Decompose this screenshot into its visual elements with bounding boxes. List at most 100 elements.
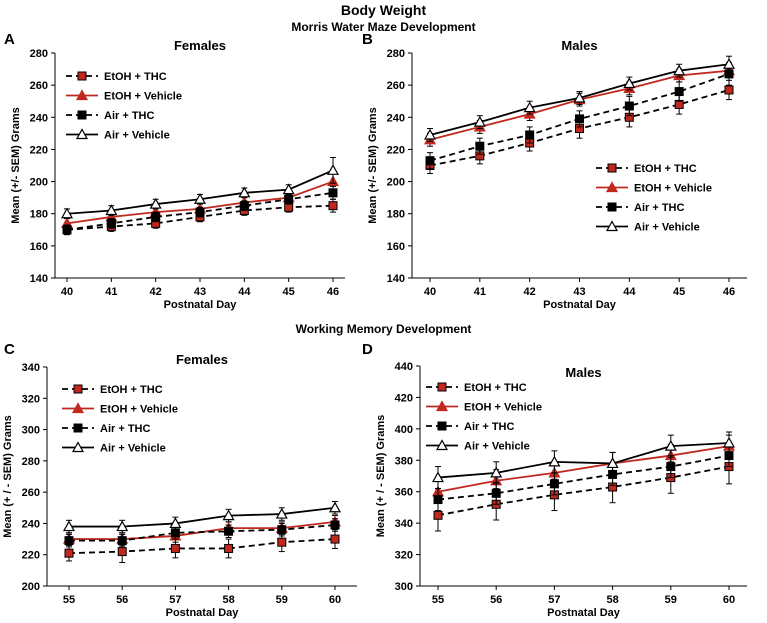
x-tick-label-b: 45 bbox=[673, 286, 685, 298]
chart-title-b: Males bbox=[561, 38, 597, 53]
legend-label-a-air-vehicle: Air + Vehicle bbox=[104, 130, 170, 142]
y-tick-label-a: 260 bbox=[30, 80, 48, 92]
data-point-c-etoh-thc bbox=[330, 534, 340, 544]
y-tick-label-d: 420 bbox=[395, 392, 413, 404]
y-tick-label-b: 200 bbox=[387, 177, 405, 189]
y-tick-label-a: 280 bbox=[30, 48, 48, 60]
data-point-a-air-thc bbox=[239, 201, 249, 211]
series-line-d-etoh-vehicle bbox=[437, 445, 730, 493]
legend-label-c-air-thc: Air + THC bbox=[100, 423, 150, 435]
data-point-d-air-thc bbox=[433, 495, 443, 505]
legend-marker-b-air-vehicle bbox=[605, 220, 619, 232]
data-point-c-air-thc bbox=[277, 525, 287, 535]
y-tick-label-a: 160 bbox=[30, 241, 48, 253]
x-tick-label-b: 42 bbox=[524, 286, 536, 298]
x-tick-label-a: 41 bbox=[105, 286, 117, 298]
legend-label-a-etoh-vehicle: EtOH + Vehicle bbox=[104, 91, 182, 103]
y-tick-label-b: 280 bbox=[387, 48, 405, 60]
x-tick-label-d: 55 bbox=[432, 594, 444, 606]
data-point-c-etoh-thc bbox=[224, 543, 234, 553]
legend-marker-d-etoh-thc bbox=[437, 382, 447, 392]
x-tick-label-c: 55 bbox=[63, 594, 75, 606]
data-point-a-air-thc bbox=[195, 207, 205, 217]
y-tick-label-a: 220 bbox=[30, 144, 48, 156]
legend-label-c-etoh-thc: EtOH + THC bbox=[100, 384, 163, 396]
data-point-b-air-thc bbox=[674, 87, 684, 97]
y-tick-label-d: 380 bbox=[395, 455, 413, 467]
data-point-c-air-vehicle bbox=[169, 517, 182, 529]
x-tick-label-b: 46 bbox=[723, 286, 735, 298]
data-point-c-etoh-thc bbox=[64, 548, 74, 558]
y-axis-label-a: Mean (+/- SEM) Grams bbox=[10, 107, 22, 223]
y-tick-label-d: 400 bbox=[395, 424, 413, 436]
y-tick-label-b: 240 bbox=[387, 112, 405, 124]
series-line-d-air-thc bbox=[437, 454, 730, 501]
legend-label-b-etoh-thc: EtOH + THC bbox=[634, 163, 697, 175]
data-point-b-etoh-thc bbox=[724, 85, 734, 95]
series-line-c-etoh-thc bbox=[68, 538, 336, 555]
legend-marker-c-etoh-thc bbox=[73, 384, 83, 394]
data-point-d-air-vehicle bbox=[490, 466, 503, 478]
x-axis-label-c: Postnatal Day bbox=[166, 607, 240, 619]
x-tick-label-a: 42 bbox=[150, 286, 162, 298]
data-point-b-air-vehicle bbox=[473, 115, 486, 127]
x-tick-label-c: 60 bbox=[329, 594, 341, 606]
x-tick-label-d: 56 bbox=[490, 594, 502, 606]
y-tick-label-c: 200 bbox=[22, 581, 40, 593]
x-tick-label-c: 57 bbox=[169, 594, 181, 606]
data-point-c-etoh-thc bbox=[117, 547, 127, 557]
data-point-a-air-vehicle bbox=[326, 164, 340, 175]
legend-label-d-etoh-vehicle: EtOH + Vehicle bbox=[464, 402, 542, 414]
data-point-a-air-vehicle bbox=[193, 193, 207, 204]
data-point-c-air-vehicle bbox=[275, 507, 288, 519]
legend-marker-c-air-thc bbox=[73, 423, 83, 433]
y-tick-label-b: 220 bbox=[387, 144, 405, 156]
data-point-c-etoh-thc bbox=[170, 543, 180, 553]
y-tick-label-a: 200 bbox=[30, 177, 48, 189]
x-tick-label-d: 57 bbox=[548, 594, 560, 606]
legend-label-b-etoh-vehicle: EtOH + Vehicle bbox=[634, 183, 712, 195]
data-point-b-air-vehicle bbox=[623, 77, 636, 89]
y-tick-label-b: 140 bbox=[387, 273, 405, 285]
data-point-b-air-thc bbox=[624, 101, 634, 111]
data-point-c-air-vehicle bbox=[116, 520, 129, 532]
data-point-b-air-vehicle bbox=[523, 101, 536, 113]
data-point-c-air-thc bbox=[224, 526, 234, 536]
data-point-b-air-thc bbox=[525, 130, 535, 140]
legend-marker-d-air-vehicle bbox=[435, 439, 449, 451]
y-tick-label-a: 140 bbox=[30, 273, 48, 285]
data-point-d-etoh-thc bbox=[433, 510, 443, 520]
x-tick-label-a: 45 bbox=[283, 286, 295, 298]
legend-marker-b-etoh-thc bbox=[607, 163, 617, 173]
y-tick-label-b: 260 bbox=[387, 80, 405, 92]
panel-label-b: B bbox=[362, 31, 373, 48]
x-tick-label-d: 59 bbox=[665, 594, 677, 606]
series-line-d-etoh-thc bbox=[437, 465, 730, 517]
subtitle-working-memory: Working Memory Development bbox=[295, 322, 472, 336]
y-tick-label-d: 320 bbox=[395, 550, 413, 562]
legend-marker-b-etoh-vehicle bbox=[605, 181, 619, 193]
y-tick-label-d: 300 bbox=[395, 581, 413, 593]
x-tick-label-c: 56 bbox=[116, 594, 128, 606]
data-point-b-air-thc bbox=[475, 141, 485, 151]
data-point-a-air-vehicle bbox=[282, 183, 295, 195]
y-tick-label-c: 220 bbox=[22, 550, 40, 562]
y-tick-label-c: 240 bbox=[22, 518, 40, 530]
legend-marker-a-etoh-thc bbox=[77, 71, 87, 81]
y-tick-label-c: 280 bbox=[22, 456, 40, 468]
legend-label-c-air-vehicle: Air + Vehicle bbox=[100, 443, 166, 455]
data-point-a-air-thc bbox=[284, 194, 294, 204]
legend-label-d-air-vehicle: Air + Vehicle bbox=[464, 441, 530, 453]
data-point-d-air-vehicle bbox=[722, 436, 736, 448]
data-point-b-air-vehicle bbox=[573, 91, 586, 103]
chart-title-a: Females bbox=[174, 38, 226, 53]
data-point-b-air-thc bbox=[425, 156, 435, 166]
x-axis-label-a: Postnatal Day bbox=[164, 299, 238, 311]
legend-marker-b-air-thc bbox=[607, 202, 617, 212]
legend-label-c-etoh-vehicle: EtOH + Vehicle bbox=[100, 404, 178, 416]
legend-marker-d-air-thc bbox=[437, 421, 447, 431]
y-axis-label-b: Mean (+/- SEM) Grams bbox=[367, 107, 379, 223]
data-point-d-air-vehicle bbox=[664, 439, 677, 451]
data-point-d-air-vehicle bbox=[431, 471, 445, 483]
